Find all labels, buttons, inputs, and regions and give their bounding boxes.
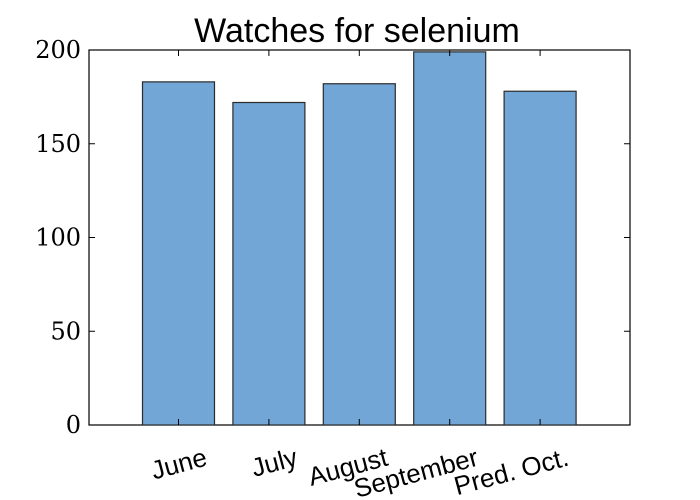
bar-june [141,81,216,426]
bar-pred-oct [503,90,577,426]
y-tick-label: 150 [35,130,81,158]
x-tick-label: July [248,442,300,483]
y-tick-label: 200 [35,36,81,64]
y-tick-label: 50 [50,317,81,345]
bars-group [141,51,577,426]
bar-august [322,83,396,426]
chart-title: Watches for selenium [194,12,520,50]
bar-september [413,51,487,426]
bar-july [232,101,306,426]
y-tick-label: 0 [66,411,81,439]
ticks-group [89,49,630,426]
y-tick-labels: 0 50 100 150 200 [35,36,81,439]
y-tick-label: 100 [35,224,81,252]
x-tick-label: June [148,442,210,486]
